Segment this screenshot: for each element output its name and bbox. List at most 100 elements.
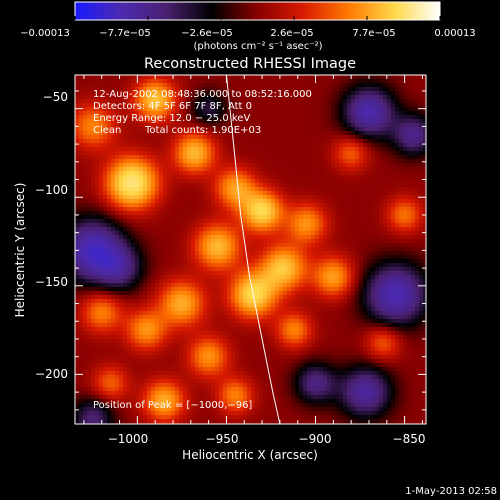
heatmap-cell xyxy=(99,131,104,136)
heatmap-cell xyxy=(295,259,300,264)
heatmap-cell xyxy=(159,103,164,108)
heatmap-cell xyxy=(339,219,344,224)
heatmap-cell xyxy=(279,155,284,160)
heatmap-cell xyxy=(403,103,408,108)
heatmap-cell xyxy=(291,251,296,256)
heatmap-cell xyxy=(307,79,312,84)
heatmap-cell xyxy=(419,155,424,160)
heatmap-cell xyxy=(311,247,316,252)
heatmap-cell xyxy=(267,295,272,300)
heatmap-cell xyxy=(79,83,84,88)
heatmap-cell xyxy=(311,111,316,116)
heatmap-cell xyxy=(379,255,384,260)
heatmap-cell xyxy=(251,231,256,236)
heatmap-cell xyxy=(143,211,148,216)
heatmap-cell xyxy=(363,223,368,228)
heatmap-cell xyxy=(343,131,348,136)
heatmap-cell xyxy=(407,227,412,232)
colorbar-bar xyxy=(74,1,441,21)
heatmap-cell xyxy=(395,87,400,92)
heatmap-cell xyxy=(335,199,340,204)
heatmap-cell xyxy=(227,203,232,208)
heatmap-cell xyxy=(335,251,340,256)
heatmap-cell xyxy=(291,183,296,188)
heatmap-cell xyxy=(203,219,208,224)
heatmap-cell xyxy=(179,163,184,168)
heatmap-cell xyxy=(251,267,256,272)
heatmap-cell xyxy=(159,207,164,212)
heatmap-cell xyxy=(407,95,412,100)
heatmap-cell xyxy=(339,111,344,116)
heatmap-cell xyxy=(399,123,404,128)
heatmap-cell xyxy=(303,203,308,208)
heatmap-cell xyxy=(231,127,236,132)
heatmap-cell xyxy=(143,219,148,224)
heatmap-cell xyxy=(383,115,388,120)
heatmap-cell xyxy=(327,171,332,176)
heatmap-cell xyxy=(115,167,120,172)
heatmap-cell xyxy=(175,211,180,216)
heatmap-cell xyxy=(331,79,336,84)
heatmap-cell xyxy=(167,171,172,176)
heatmap-cell xyxy=(331,99,336,104)
heatmap-cell xyxy=(151,99,156,104)
heatmap-cell xyxy=(355,243,360,248)
heatmap-cell xyxy=(207,159,212,164)
heatmap-cell xyxy=(167,135,172,140)
heatmap-cell xyxy=(267,95,272,100)
heatmap-cell xyxy=(75,279,80,284)
heatmap-cell xyxy=(291,179,296,184)
heatmap-cell xyxy=(103,139,108,144)
heatmap-cell xyxy=(127,75,132,80)
heatmap-cell xyxy=(291,159,296,164)
heatmap-cell xyxy=(215,143,220,148)
heatmap-cell xyxy=(207,199,212,204)
heatmap-cell xyxy=(171,95,176,100)
heatmap-cell xyxy=(323,187,328,192)
heatmap-cell xyxy=(271,211,276,216)
heatmap-cell xyxy=(159,147,164,152)
heatmap-cell xyxy=(359,195,364,200)
heatmap-cell xyxy=(107,251,112,256)
heatmap-cell xyxy=(387,163,392,168)
heatmap-cell xyxy=(79,155,84,160)
heatmap-cell xyxy=(303,155,308,160)
heatmap-cell xyxy=(291,283,296,288)
heatmap-cell xyxy=(239,279,244,284)
heatmap-cell xyxy=(79,199,84,204)
heatmap-cell xyxy=(167,115,172,120)
heatmap-cell xyxy=(95,299,100,304)
heatmap-cell xyxy=(299,91,304,96)
heatmap-cell xyxy=(403,163,408,168)
heatmap-cell xyxy=(327,87,332,92)
heatmap-cell xyxy=(287,135,292,140)
heatmap-cell xyxy=(303,187,308,192)
heatmap-cell xyxy=(331,227,336,232)
heatmap-cell xyxy=(99,251,104,256)
heatmap-cell xyxy=(411,275,416,280)
heatmap-cell xyxy=(239,203,244,208)
heatmap-cell xyxy=(155,143,160,148)
heatmap-cell xyxy=(411,191,416,196)
heatmap-cell xyxy=(183,203,188,208)
heatmap-cell xyxy=(259,99,264,104)
heatmap-cell xyxy=(191,235,196,240)
heatmap-cell xyxy=(167,127,172,132)
heatmap-cell xyxy=(323,107,328,112)
heatmap-cell xyxy=(259,103,264,108)
heatmap-cell xyxy=(147,115,152,120)
heatmap-cell xyxy=(147,131,152,136)
heatmap-cell xyxy=(107,195,112,200)
heatmap-cell xyxy=(423,87,426,92)
heatmap-cell xyxy=(171,147,176,152)
heatmap-cell xyxy=(143,263,148,268)
heatmap-cell xyxy=(171,211,176,216)
heatmap-cell xyxy=(79,171,84,176)
heatmap-cell xyxy=(287,247,292,252)
heatmap-cell xyxy=(255,87,260,92)
heatmap-cell xyxy=(331,259,336,264)
heatmap-cell xyxy=(395,235,400,240)
heatmap-cell xyxy=(235,79,240,84)
heatmap-cell xyxy=(275,215,280,220)
heatmap-cell xyxy=(355,183,360,188)
